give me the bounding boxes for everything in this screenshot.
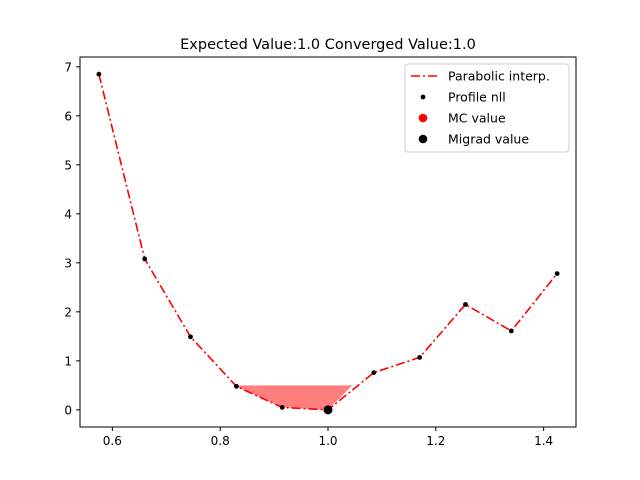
legend-label-0: Parabolic interp. xyxy=(448,69,550,84)
profile-nll-point-4 xyxy=(279,404,285,410)
profile-nll-point-3 xyxy=(233,383,239,389)
x-tick-label-1: 0.8 xyxy=(211,434,230,448)
profile-nll-point-2 xyxy=(188,334,193,340)
interval-fill xyxy=(236,385,353,410)
y-tick-label-1: 1 xyxy=(64,354,72,368)
y-tick-label-4: 4 xyxy=(64,207,72,221)
x-tick-label-2: 1.0 xyxy=(318,434,337,448)
y-tick-label-2: 2 xyxy=(64,305,72,319)
x-tick-label-3: 1.2 xyxy=(426,434,445,448)
y-tick-label-0: 0 xyxy=(64,403,72,417)
legend-label-2: MC value xyxy=(448,111,506,126)
profile-nll-point-6 xyxy=(417,355,423,360)
legend-box xyxy=(404,63,570,153)
y-tick-label-3: 3 xyxy=(64,256,72,270)
migrad-value-marker xyxy=(323,405,333,415)
legend-label-1: Profile nll xyxy=(448,90,506,105)
x-tick-label-4: 1.4 xyxy=(534,434,553,448)
profile-nll-point-5 xyxy=(371,370,377,376)
legend-handle-2 xyxy=(418,113,428,123)
profile-nll-point-8 xyxy=(508,328,514,334)
y-tick-label-6: 6 xyxy=(64,109,72,123)
legend-label-3: Migrad value xyxy=(448,132,529,147)
y-tick-label-5: 5 xyxy=(64,158,72,172)
profile-nll-point-0 xyxy=(96,71,102,77)
legend-handle-3 xyxy=(418,134,428,144)
profile-nll-point-7 xyxy=(463,302,468,307)
legend-handle-1 xyxy=(420,94,426,100)
profile-nll-point-9 xyxy=(554,271,560,277)
chart-title: Expected Value:1.0 Converged Value:1.0 xyxy=(180,37,476,53)
y-tick-label-7: 7 xyxy=(64,60,72,74)
x-tick-label-0: 0.6 xyxy=(103,434,122,448)
profile-nll-point-1 xyxy=(142,256,148,262)
